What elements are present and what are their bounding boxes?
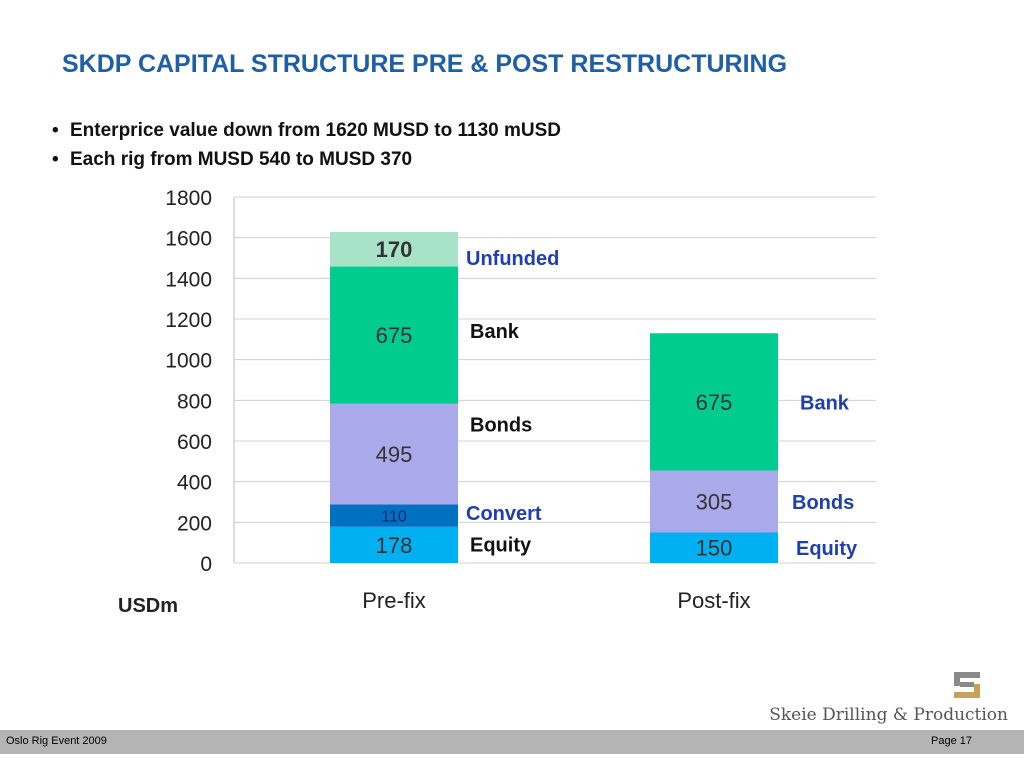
data-label: 495 <box>376 442 413 467</box>
bullet-dot: • <box>52 149 59 170</box>
capital-structure-chart: 0 200 400 600 800 1000 1200 1400 1600 1800 178 110 4… <box>118 187 876 617</box>
bar-segment-bonds <box>330 403 458 505</box>
y-tick-label: 1000 <box>165 350 212 373</box>
bullet-list: • Enterprice value down from 1620 MUSD to… <box>52 116 561 174</box>
y-tick-label: 1600 <box>165 228 212 251</box>
y-tick-label: 600 <box>177 431 212 454</box>
bullet-dot: • <box>52 120 59 141</box>
series-annotation: Unfunded <box>466 248 559 270</box>
series-annotation: Equity <box>470 535 532 557</box>
bar-segment-bonds <box>650 470 778 533</box>
slide-title: SKDP CAPITAL STRUCTURE PRE & POST RESTRU… <box>62 50 788 78</box>
bar-segment-bank <box>650 333 778 471</box>
footer-event: Oslo Rig Event 2009 <box>6 735 107 747</box>
bar-segment-unfunded <box>330 231 458 267</box>
y-tick-label: 800 <box>177 390 212 413</box>
series-annotation: Bank <box>800 392 850 414</box>
bar-segment-equity <box>650 532 778 563</box>
series-annotation: Equity <box>796 538 858 560</box>
series-annotation: Bonds <box>792 492 854 514</box>
bar-segment-convert <box>330 504 458 527</box>
company-logo-icon <box>954 672 980 698</box>
data-label: 178 <box>376 533 413 558</box>
y-tick-label: 1200 <box>165 309 212 332</box>
bullet-text: Enterprice value down from 1620 MUSD to … <box>70 120 561 141</box>
unit-label: USDm <box>118 595 178 617</box>
y-tick-label: 1400 <box>165 268 212 291</box>
y-tick-label: 0 <box>200 553 212 576</box>
bullet-item: • Enterprice value down from 1620 MUSD to… <box>52 116 561 145</box>
x-tick-label: Post-fix <box>677 588 750 613</box>
footer-bar: Oslo Rig Event 2009 Page 17 <box>0 730 1024 754</box>
bullet-text: Each rig from MUSD 540 to MUSD 370 <box>70 149 413 170</box>
y-tick-label: 400 <box>177 472 212 495</box>
bar-segment-bank <box>330 266 458 404</box>
footer-page-number: Page 17 <box>931 735 972 747</box>
bullet-item: • Each rig from MUSD 540 to MUSD 370 <box>52 145 561 174</box>
data-label: 110 <box>381 508 407 525</box>
y-tick-label: 200 <box>177 512 212 535</box>
data-label: 305 <box>696 489 733 514</box>
company-logo-text: Skeie Drilling & Production <box>769 705 1008 725</box>
data-label: 150 <box>696 536 733 561</box>
x-tick-label: Pre-fix <box>362 588 426 613</box>
series-annotation: Bonds <box>470 415 532 437</box>
series-annotation: Convert <box>466 503 542 525</box>
bar-segment-equity <box>330 526 458 563</box>
data-label: 675 <box>696 390 733 415</box>
y-tick-label: 1800 <box>165 187 212 210</box>
series-annotation: Bank <box>470 321 520 343</box>
data-label: 170 <box>376 237 413 262</box>
data-label: 675 <box>376 323 413 348</box>
